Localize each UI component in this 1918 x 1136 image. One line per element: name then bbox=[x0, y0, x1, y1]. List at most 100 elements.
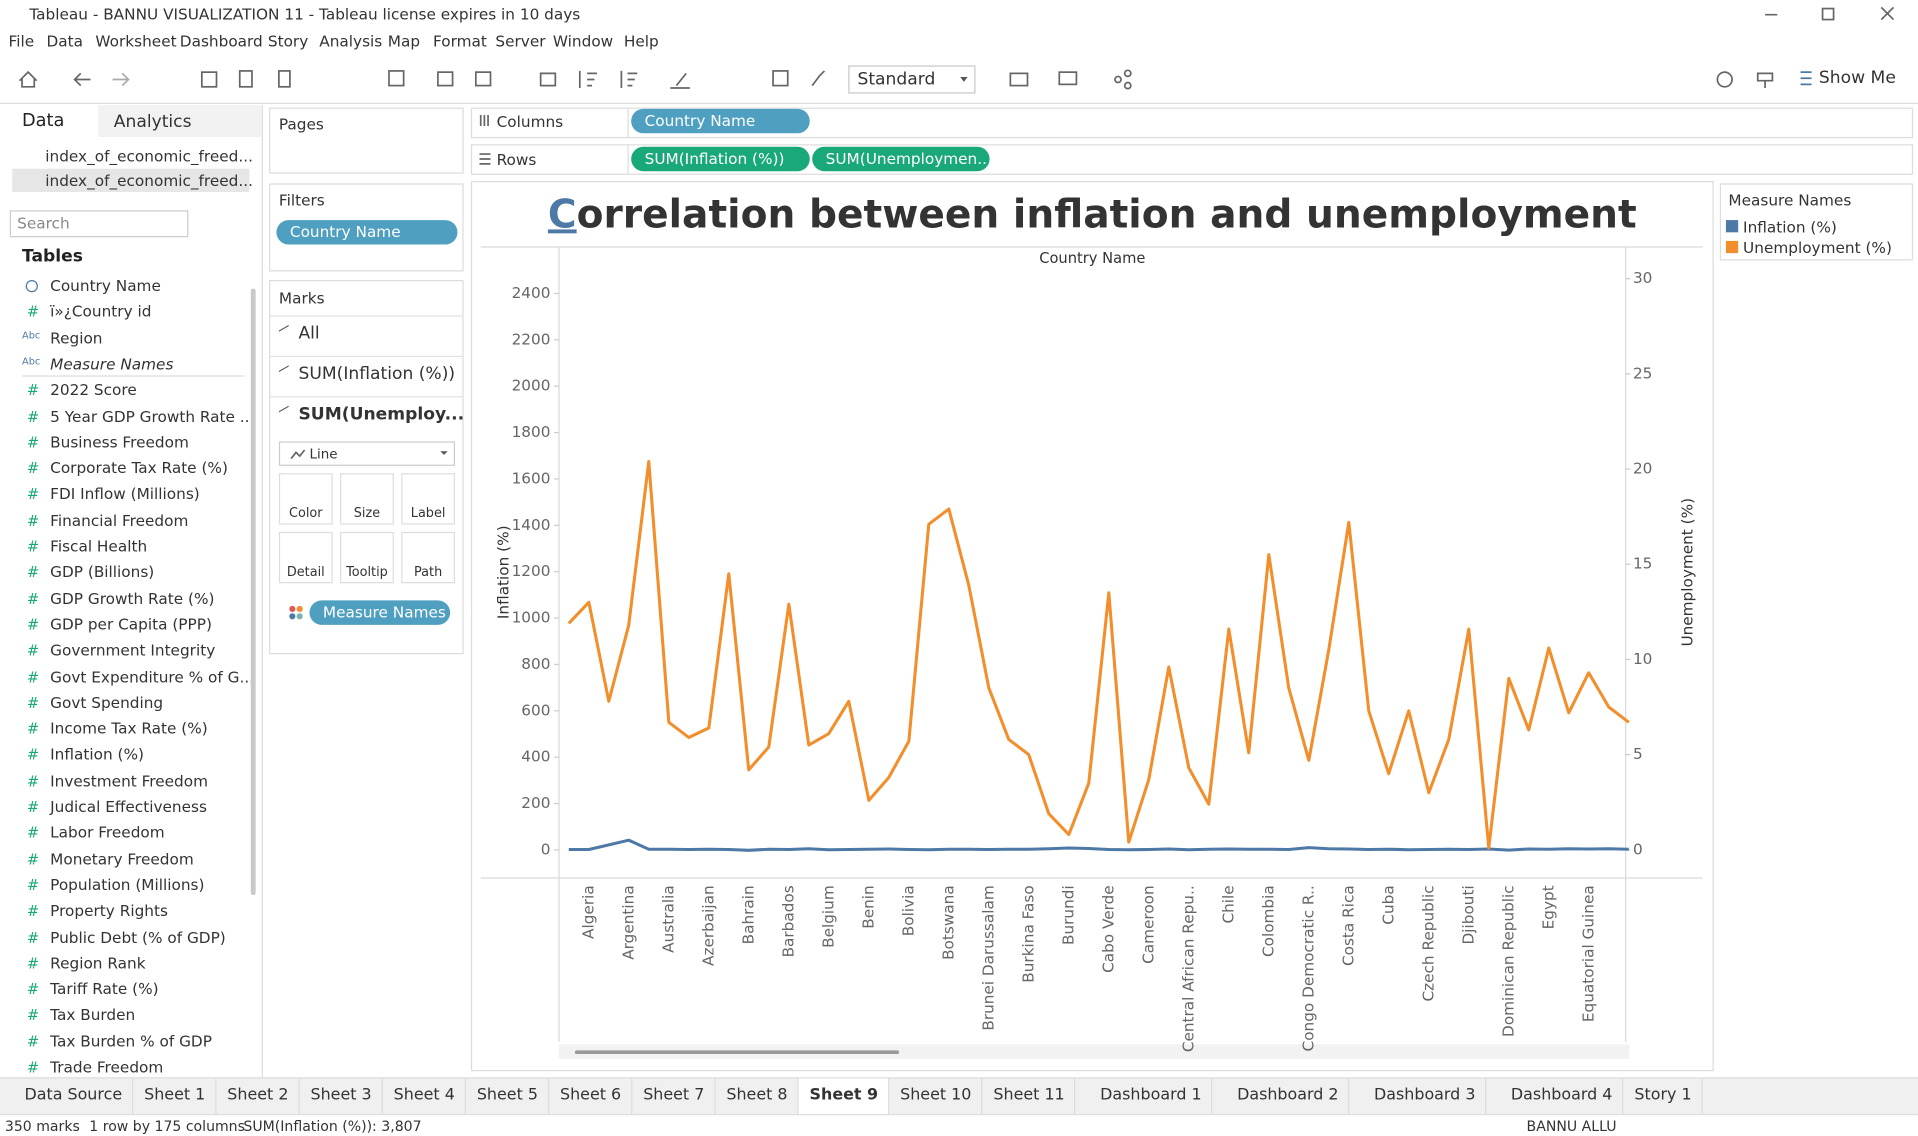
mark-button[interactable] bbox=[340, 531, 394, 584]
sheet-tab[interactable]: Sheet 9 bbox=[798, 1078, 890, 1114]
data-source[interactable]: index_of_economic_freed... bbox=[45, 171, 253, 190]
sheet-tab[interactable]: Dashboard 2 bbox=[1213, 1078, 1350, 1114]
view-mode[interactable]: Standard bbox=[857, 69, 936, 90]
x-tick-label: Belgium bbox=[819, 885, 837, 948]
window-controls[interactable] bbox=[1765, 6, 1895, 21]
mark-button[interactable] bbox=[278, 473, 333, 525]
scrollbar[interactable] bbox=[250, 288, 256, 896]
menu-item[interactable]: Analysis bbox=[319, 31, 383, 51]
toolbar-icons[interactable] bbox=[18, 69, 1812, 90]
sheet-tab[interactable]: Sheet 10 bbox=[889, 1078, 983, 1114]
menu-item[interactable]: Window bbox=[552, 31, 614, 51]
field[interactable]: Measure Names bbox=[50, 354, 174, 373]
mark-button[interactable] bbox=[278, 531, 333, 584]
field[interactable]: FDI Inflow (Millions) bbox=[50, 484, 200, 504]
h-scroll-thumb[interactable] bbox=[574, 1050, 900, 1055]
analytics-tab[interactable]: Analytics bbox=[113, 112, 192, 133]
data-source[interactable]: index_of_economic_freed... bbox=[45, 146, 253, 166]
filter-pill[interactable]: Country Name bbox=[276, 220, 458, 245]
sheet-tab[interactable]: Sheet 11 bbox=[982, 1078, 1076, 1114]
field[interactable]: ï»¿Country id bbox=[50, 302, 152, 321]
field[interactable]: GDP (Billions) bbox=[50, 562, 155, 582]
field[interactable]: Property Rights bbox=[50, 901, 168, 920]
field[interactable]: Region Rank bbox=[50, 953, 146, 972]
status-user[interactable]: BANNU ALLU bbox=[1526, 1117, 1617, 1135]
field[interactable]: Govt Spending bbox=[50, 693, 164, 712]
field[interactable]: Labor Freedom bbox=[50, 823, 165, 842]
column-pill[interactable]: Country Name bbox=[631, 108, 810, 134]
sheet-tab[interactable]: Story 1 bbox=[1623, 1078, 1703, 1114]
x-tick-label: Australia bbox=[659, 885, 677, 953]
color-pill[interactable]: Measure Names bbox=[309, 600, 451, 625]
status-sum: SUM(Inflation (%)): 3,807 bbox=[243, 1117, 422, 1135]
field[interactable]: Trade Freedom bbox=[50, 1057, 164, 1077]
menu-item[interactable]: Data bbox=[46, 31, 84, 51]
menu-item[interactable]: Map bbox=[387, 31, 421, 51]
view-mode-box[interactable] bbox=[848, 65, 976, 94]
field[interactable]: Inflation (%) bbox=[50, 745, 144, 764]
sheet-tab[interactable]: Sheet 8 bbox=[715, 1078, 799, 1114]
mark-type-box[interactable] bbox=[278, 441, 456, 466]
mark-type[interactable]: Line bbox=[309, 446, 338, 463]
field[interactable]: Monetary Freedom bbox=[50, 849, 194, 868]
sheet-tab[interactable]: Sheet 4 bbox=[383, 1078, 466, 1114]
field[interactable]: Business Freedom bbox=[50, 432, 189, 451]
menu-item[interactable]: Story bbox=[267, 31, 309, 51]
menu-item[interactable]: Help bbox=[623, 31, 659, 51]
y2-tick-label: 10 bbox=[1633, 650, 1652, 668]
field[interactable]: Population (Millions) bbox=[50, 875, 205, 894]
field[interactable]: 2022 Score bbox=[50, 380, 137, 399]
field[interactable]: 5 Year GDP Growth Rate ... bbox=[50, 406, 255, 425]
mark-button[interactable] bbox=[401, 473, 456, 525]
field[interactable]: Tax Burden % of GDP bbox=[50, 1031, 212, 1051]
sheet-tab[interactable]: Sheet 5 bbox=[466, 1078, 550, 1114]
field[interactable]: GDP Growth Rate (%) bbox=[50, 588, 215, 608]
sheet-tab[interactable]: Dashboard 4 bbox=[1486, 1078, 1624, 1114]
y-tick-label: 1400 bbox=[512, 516, 551, 534]
chart-title: Correlation between inflation and unempl… bbox=[548, 192, 1637, 237]
marks-card-name[interactable]: All bbox=[298, 324, 320, 344]
search-box[interactable] bbox=[9, 210, 189, 238]
menu-item[interactable]: Dashboard bbox=[179, 31, 263, 51]
marks-card-name[interactable]: SUM(Inflation (%)) bbox=[298, 364, 456, 384]
field[interactable]: Financial Freedom bbox=[50, 510, 189, 530]
field[interactable]: Income Tax Rate (%) bbox=[50, 719, 208, 738]
data-tab[interactable]: Data bbox=[22, 111, 65, 131]
legend-item[interactable]: Inflation (%) bbox=[1743, 217, 1837, 237]
pages-label: Pages bbox=[278, 114, 324, 134]
field[interactable]: GDP per Capita (PPP) bbox=[50, 614, 212, 634]
sheet-tab[interactable]: Sheet 3 bbox=[299, 1078, 383, 1114]
field[interactable]: Fiscal Health bbox=[50, 536, 148, 556]
toolbar-divider bbox=[0, 102, 1918, 104]
field[interactable]: Country Name bbox=[50, 276, 161, 295]
field[interactable]: Judical Effectiveness bbox=[50, 797, 207, 816]
legend-item[interactable]: Unemployment (%) bbox=[1743, 238, 1892, 257]
menu-item[interactable]: Server bbox=[495, 31, 546, 51]
field[interactable]: Investment Freedom bbox=[50, 771, 209, 790]
field[interactable]: Tax Burden bbox=[50, 1005, 136, 1024]
sheet-tab[interactable]: Dashboard 3 bbox=[1350, 1078, 1487, 1114]
sheet-tab[interactable]: Sheet 6 bbox=[549, 1078, 633, 1114]
field[interactable]: Corporate Tax Rate (%) bbox=[50, 458, 228, 478]
row-pill[interactable]: SUM(Unemploymen.. bbox=[812, 146, 990, 172]
field[interactable]: Govt Expenditure % of G... bbox=[50, 667, 255, 686]
sheet-tab[interactable]: Sheet 7 bbox=[632, 1078, 716, 1114]
mark-button[interactable] bbox=[340, 473, 394, 525]
sheet-tab[interactable]: Dashboard 1 bbox=[1076, 1078, 1213, 1114]
sheet-tab[interactable]: Sheet 1 bbox=[133, 1078, 217, 1114]
sheet-tab[interactable]: Sheet 2 bbox=[216, 1078, 300, 1114]
field[interactable]: Public Debt (% of GDP) bbox=[50, 927, 226, 946]
marks-card bbox=[269, 280, 464, 655]
sheet-tab[interactable]: Data Source bbox=[0, 1078, 134, 1114]
title-rest: orrelation between inflation and unemplo… bbox=[577, 192, 1637, 237]
menu-item[interactable]: Worksheet bbox=[95, 31, 177, 51]
row-pill[interactable]: SUM(Inflation (%)) bbox=[631, 146, 810, 172]
show-me[interactable]: Show Me bbox=[1818, 68, 1896, 89]
field[interactable]: Government Integrity bbox=[50, 640, 216, 660]
marks-card-name[interactable]: SUM(Unemploy... bbox=[298, 404, 465, 425]
field[interactable]: Tariff Rate (%) bbox=[50, 979, 159, 998]
menu-item[interactable]: Format bbox=[433, 31, 487, 51]
mark-button[interactable] bbox=[401, 531, 456, 584]
menu-item[interactable]: File bbox=[8, 31, 35, 51]
field[interactable]: Region bbox=[50, 328, 103, 347]
